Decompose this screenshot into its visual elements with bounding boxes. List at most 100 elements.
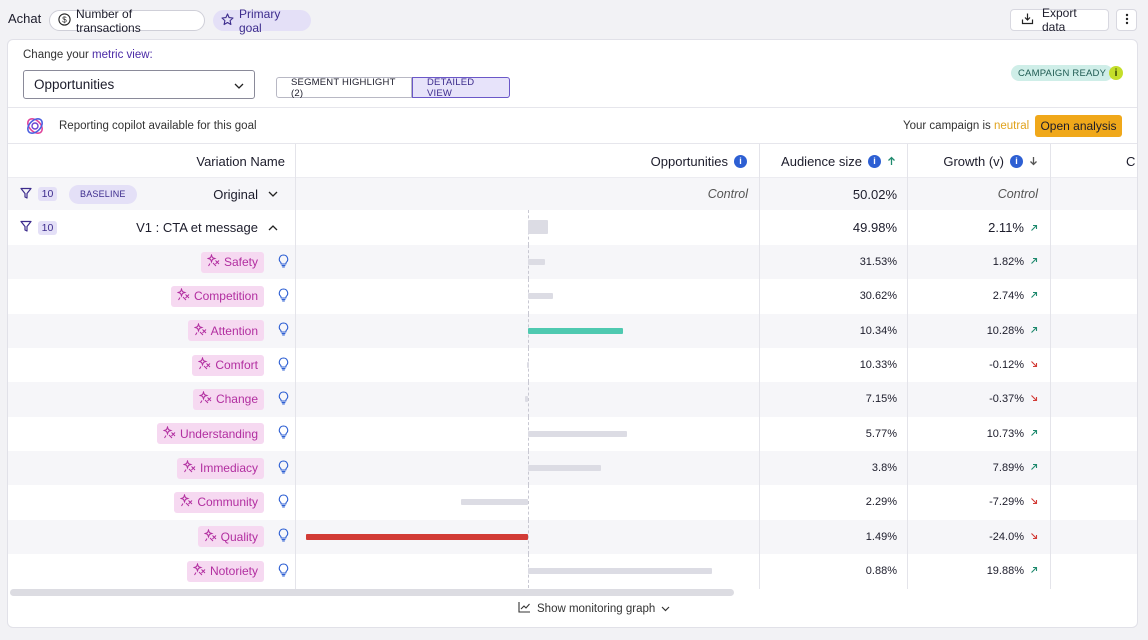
segment-tag[interactable]: Change <box>192 388 264 410</box>
filter-icon[interactable] <box>20 187 32 202</box>
col-audience-label: Audience size <box>781 153 862 169</box>
filter-icon[interactable] <box>20 220 32 235</box>
table-row-segment: Quality 1.49% -24.0% <box>8 519 1137 554</box>
campaign-status-text: Your campaign is neutral <box>903 120 1029 132</box>
info-icon[interactable]: i <box>1109 66 1123 80</box>
table-row-segment: Change 7.15% -0.37% <box>8 382 1137 417</box>
segment-tag[interactable]: Immediacy <box>176 457 264 479</box>
growth-value: 1.82% <box>992 256 1024 269</box>
audience-value: 50.02% <box>852 186 897 202</box>
segment-tag[interactable]: Safety <box>200 251 264 273</box>
growth-value: 2.11% <box>988 220 1024 235</box>
bulb-icon[interactable] <box>278 425 289 442</box>
sparkle-icon <box>176 287 190 304</box>
open-analysis-button[interactable]: Open analysis <box>1035 115 1122 137</box>
segment-count-badge: 10 <box>38 220 57 235</box>
segment-tag[interactable]: Understanding <box>156 423 264 445</box>
metric-view-label: Change your metric view: <box>23 49 153 61</box>
bulb-icon[interactable] <box>278 357 289 374</box>
growth-value: 19.88% <box>986 565 1024 578</box>
sparkle-icon <box>192 562 206 579</box>
transactions-label: Number of transactions <box>76 6 141 35</box>
growth-cell: 7.89% <box>908 451 1038 485</box>
bulb-icon[interactable] <box>278 322 289 339</box>
segment-cell: Immediacy <box>8 451 289 485</box>
growth-value: -7.29% <box>989 496 1024 509</box>
metric-select[interactable]: Opportunities <box>23 70 255 99</box>
horizontal-scrollbar[interactable] <box>10 589 734 596</box>
bulb-icon[interactable] <box>278 563 289 580</box>
bulb-icon[interactable] <box>278 288 289 305</box>
audience-value: 30.62% <box>859 290 897 303</box>
growth-cell: -0.37% <box>908 382 1038 416</box>
segment-label: Understanding <box>179 426 258 441</box>
detailed-view-tab[interactable]: DETAILED VIEW <box>412 77 510 99</box>
variation-name: Original <box>213 186 258 202</box>
chevron-down-icon[interactable] <box>268 178 278 210</box>
segment-tag[interactable]: Quality <box>197 526 264 548</box>
segment-bar <box>528 465 602 472</box>
segment-cell: Change <box>8 382 289 416</box>
column-divider <box>759 144 760 589</box>
segment-tag[interactable]: Comfort <box>192 354 264 376</box>
arrow-up-right-icon <box>1030 220 1038 235</box>
col-cut[interactable]: C <box>1126 144 1137 178</box>
growth-cell: 2.74% <box>908 279 1038 313</box>
arrow-down-right-icon <box>1030 359 1038 371</box>
bulb-icon[interactable] <box>278 460 289 477</box>
chevron-up-icon[interactable] <box>268 210 278 245</box>
table-header: Variation Name Opportunities i Audience s… <box>8 144 1137 178</box>
bulb-icon[interactable] <box>278 494 289 511</box>
bulb-icon[interactable] <box>278 391 289 408</box>
segment-tag[interactable]: Community <box>174 491 264 513</box>
opportunities-control: Control <box>707 187 748 201</box>
segment-label: Notoriety <box>209 564 258 579</box>
segment-bar <box>528 293 554 300</box>
col-variation-name[interactable]: Variation Name <box>8 144 285 178</box>
segment-highlight-tab[interactable]: SEGMENT HIGHLIGHT (2) <box>276 77 412 99</box>
col-opportunities[interactable]: Opportunities i <box>296 144 747 178</box>
metric-select-value: Opportunities <box>34 77 115 92</box>
table-row-segment: Competition 30.62% 2.74% <box>8 279 1137 314</box>
segment-count-badge: 10 <box>38 187 57 201</box>
arrow-down-right-icon <box>1030 531 1038 543</box>
audience-value: 7.15% <box>865 393 897 406</box>
zero-line <box>528 382 529 417</box>
segment-tag[interactable]: Competition <box>170 285 264 307</box>
growth-cell: 2.11% <box>908 210 1038 245</box>
segment-bar <box>460 499 528 506</box>
svg-text:$: $ <box>62 15 67 24</box>
variation-name: V1 : CTA et message <box>136 220 258 235</box>
table-row-segment: Attention 10.34% 10.28% <box>8 313 1137 348</box>
info-icon[interactable]: i <box>1010 154 1023 168</box>
growth-value: 10.73% <box>986 427 1024 440</box>
transactions-pill[interactable]: $ Number of transactions <box>49 7 205 35</box>
segment-cell: Attention <box>8 314 289 348</box>
segment-cell: Safety <box>8 245 289 279</box>
table-row-segment: Notoriety 0.88% 19.88% <box>8 553 1137 589</box>
col-audience-size[interactable]: Audience size i <box>760 144 896 178</box>
column-divider <box>295 144 296 589</box>
show-monitoring-graph-button[interactable]: Show monitoring graph <box>518 601 670 616</box>
sort-up-icon[interactable] <box>887 154 896 169</box>
audience-value: 10.34% <box>859 324 897 337</box>
segment-label: Comfort <box>215 358 258 373</box>
primary-goal-label: Primary goal <box>239 6 281 35</box>
sparkle-icon <box>162 425 176 442</box>
audience-value: 31.53% <box>859 256 897 269</box>
more-options-button[interactable] <box>1116 9 1137 31</box>
segment-tag[interactable]: Notoriety <box>186 560 264 582</box>
bulb-icon[interactable] <box>278 254 289 271</box>
info-icon[interactable]: i <box>734 154 747 168</box>
primary-goal-pill[interactable]: Primary goal <box>213 7 311 35</box>
export-data-button[interactable]: Export data <box>1010 6 1109 34</box>
segment-cell: Quality <box>8 520 289 554</box>
sort-down-icon[interactable] <box>1029 154 1038 169</box>
monitoring-label: Show monitoring graph <box>537 602 656 615</box>
bulb-icon[interactable] <box>278 528 289 545</box>
more-vertical-icon <box>1125 13 1129 28</box>
copilot-text: Reporting copilot available for this goa… <box>59 120 257 132</box>
segment-tag[interactable]: Attention <box>187 320 264 342</box>
info-icon[interactable]: i <box>868 154 881 168</box>
col-growth[interactable]: Growth (v) i <box>908 144 1038 178</box>
